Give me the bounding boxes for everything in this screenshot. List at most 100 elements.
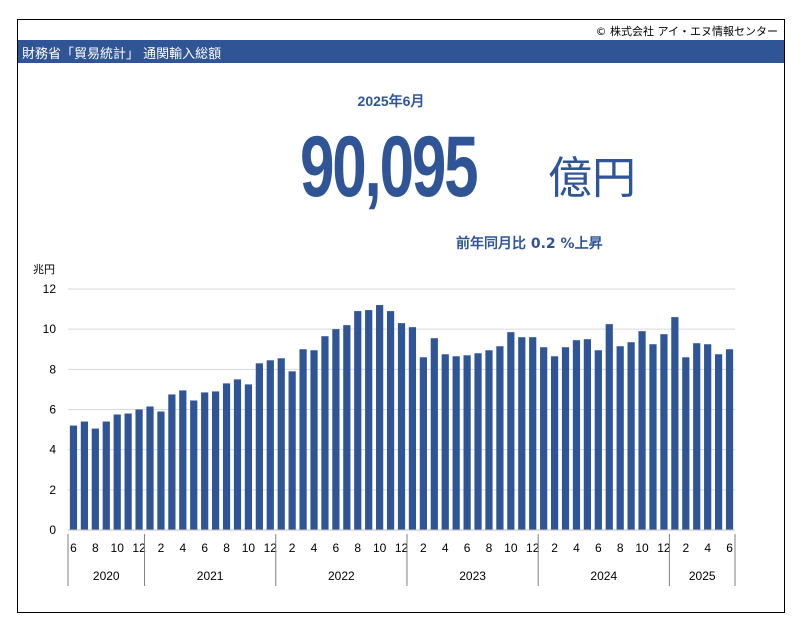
bar	[572, 340, 581, 530]
y-axis-unit-label: 兆円	[33, 263, 55, 276]
x-month-label: 2	[420, 541, 427, 555]
bar	[594, 350, 602, 530]
bar	[518, 337, 526, 530]
bar	[343, 325, 351, 530]
x-month-label: 6	[333, 541, 340, 555]
y-tick-label: 8	[49, 362, 56, 376]
x-month-label: 12	[132, 541, 146, 555]
x-month-label: 6	[595, 541, 602, 555]
bar	[233, 379, 242, 530]
x-month-label: 4	[573, 541, 580, 555]
bar	[638, 331, 646, 530]
x-month-label: 2	[551, 541, 558, 555]
x-month-label: 12	[395, 541, 409, 555]
bar	[354, 311, 362, 530]
bar	[550, 356, 559, 530]
x-month-label: 12	[657, 541, 671, 555]
bar	[463, 355, 471, 530]
bar	[168, 394, 176, 530]
bar	[321, 336, 329, 530]
bar	[365, 310, 373, 530]
x-month-label: 10	[242, 541, 256, 555]
x-year-label: 2025	[689, 569, 716, 583]
bar	[682, 357, 690, 530]
y-tick-label: 10	[43, 322, 57, 336]
bar	[441, 354, 449, 530]
bar	[561, 347, 570, 530]
x-month-label: 6	[726, 541, 733, 555]
bar	[288, 371, 296, 530]
x-month-label: 2	[289, 541, 296, 555]
bar	[496, 346, 504, 530]
bar	[671, 317, 679, 530]
x-month-label: 4	[179, 541, 186, 555]
bar	[332, 329, 340, 530]
bar	[212, 391, 220, 530]
bar	[693, 343, 701, 530]
x-month-label: 4	[442, 541, 449, 555]
headline-unit: 億円	[548, 153, 636, 204]
bar	[124, 413, 132, 530]
bar	[649, 344, 657, 530]
bar	[704, 344, 712, 530]
bar	[386, 311, 395, 530]
bar	[507, 332, 515, 530]
copyright-text: © 株式会社 アイ・エヌ情報センター	[595, 25, 778, 38]
bar	[157, 411, 165, 530]
bar	[452, 356, 460, 530]
bar	[146, 406, 154, 530]
x-month-label: 10	[111, 541, 125, 555]
x-year-label: 2023	[459, 569, 486, 583]
bar	[529, 337, 537, 530]
bar	[408, 327, 417, 530]
bar	[91, 428, 99, 530]
bar	[299, 349, 307, 530]
x-year-label: 2021	[197, 569, 224, 583]
bar	[201, 392, 209, 530]
bar	[605, 324, 613, 530]
bar	[485, 350, 493, 530]
bar	[660, 334, 668, 530]
x-month-label: 10	[635, 541, 649, 555]
x-month-label: 10	[373, 541, 387, 555]
bar	[222, 383, 231, 530]
x-month-label: 8	[486, 541, 493, 555]
x-month-label: 8	[223, 541, 230, 555]
header-title: 財務省「貿易統計」 通関輸入総額	[22, 47, 222, 62]
x-month-label: 8	[354, 541, 361, 555]
headline-value: 90,095	[300, 119, 479, 215]
yoy-change: 前年同月比 0.2 %上昇	[456, 236, 603, 252]
header-bar: 財務省「貿易統計」 通関輸入総額	[18, 40, 784, 63]
bar	[255, 363, 263, 530]
bar	[419, 357, 427, 530]
bar	[69, 425, 78, 530]
x-month-label: 2	[682, 541, 689, 555]
bar	[179, 390, 187, 530]
bar	[397, 323, 406, 530]
x-month-label: 8	[617, 541, 624, 555]
bar	[190, 400, 198, 530]
bar	[474, 353, 482, 530]
bar	[616, 346, 624, 530]
period-label: 2025年6月	[357, 93, 425, 109]
bar	[266, 360, 274, 530]
x-month-label: 6	[70, 541, 77, 555]
bar	[714, 354, 723, 530]
x-year-label: 2020	[93, 569, 120, 583]
bar	[430, 338, 438, 530]
x-month-label: 4	[704, 541, 711, 555]
bar	[80, 421, 89, 530]
bar	[540, 347, 548, 530]
bar	[376, 305, 384, 530]
x-month-label: 4	[311, 541, 318, 555]
x-month-label: 12	[264, 541, 278, 555]
y-tick-label: 12	[43, 282, 57, 296]
bar	[277, 358, 285, 530]
x-year-label: 2022	[328, 569, 355, 583]
x-month-label: 6	[464, 541, 471, 555]
bar	[725, 349, 734, 530]
bar	[135, 409, 143, 530]
x-month-label: 10	[504, 541, 518, 555]
chart-frame: © 株式会社 アイ・エヌ情報センター 財務省「貿易統計」 通関輸入総額 2025…	[17, 19, 785, 613]
